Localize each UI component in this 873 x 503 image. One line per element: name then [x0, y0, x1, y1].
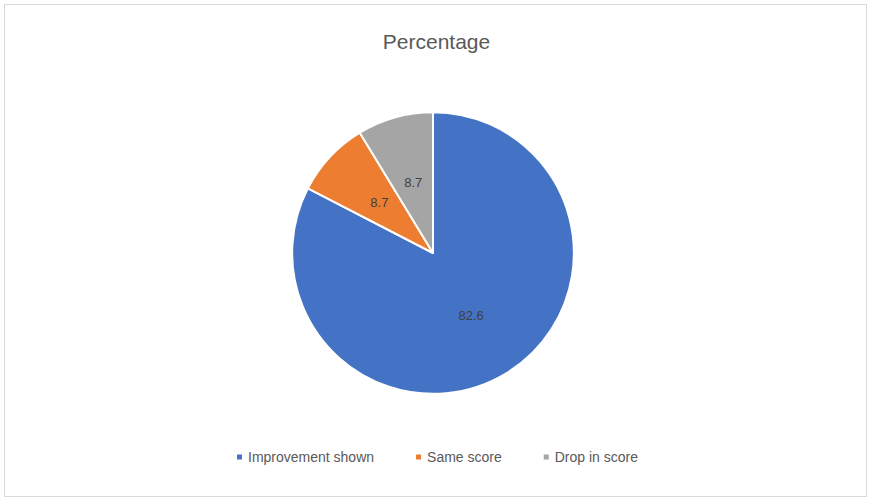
svg-text:Percentage: Percentage	[383, 30, 490, 53]
svg-text:82.6: 82.6	[459, 308, 484, 323]
svg-text:Improvement shown: Improvement shown	[248, 449, 374, 465]
svg-text:8.7: 8.7	[404, 175, 422, 190]
svg-text:Drop in score: Drop in score	[555, 449, 638, 465]
svg-text:8.7: 8.7	[370, 195, 388, 210]
svg-text:Same score: Same score	[427, 449, 502, 465]
